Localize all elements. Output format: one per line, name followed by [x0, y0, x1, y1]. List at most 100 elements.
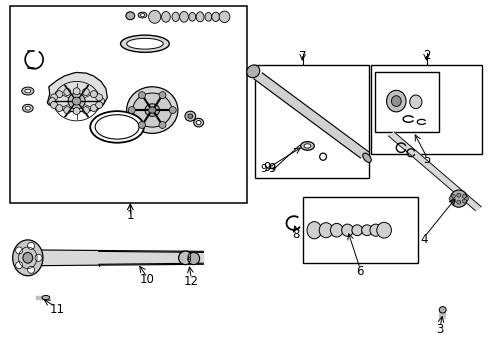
Polygon shape: [389, 132, 481, 211]
Polygon shape: [375, 72, 439, 132]
Ellipse shape: [148, 107, 156, 113]
Ellipse shape: [194, 118, 203, 127]
Ellipse shape: [162, 12, 171, 22]
Ellipse shape: [363, 153, 371, 162]
Circle shape: [98, 98, 104, 105]
Ellipse shape: [13, 240, 43, 276]
Polygon shape: [371, 65, 482, 154]
Ellipse shape: [126, 12, 135, 20]
Ellipse shape: [188, 252, 199, 265]
Circle shape: [463, 194, 466, 198]
Ellipse shape: [196, 121, 201, 125]
Polygon shape: [33, 250, 203, 266]
Circle shape: [90, 91, 98, 98]
Ellipse shape: [23, 104, 33, 112]
Ellipse shape: [140, 14, 145, 17]
Ellipse shape: [22, 87, 34, 95]
Text: 9→: 9→: [261, 164, 276, 174]
Ellipse shape: [342, 224, 353, 236]
Circle shape: [27, 242, 35, 249]
Text: 7: 7: [299, 50, 306, 63]
Ellipse shape: [126, 87, 178, 134]
Circle shape: [96, 94, 102, 101]
Ellipse shape: [189, 13, 196, 21]
Circle shape: [16, 247, 23, 254]
Ellipse shape: [188, 114, 193, 118]
Circle shape: [139, 121, 146, 129]
Ellipse shape: [307, 222, 321, 239]
Text: 5: 5: [423, 153, 430, 166]
Text: 4: 4: [421, 233, 428, 246]
Circle shape: [457, 193, 461, 197]
Text: 12: 12: [184, 275, 199, 288]
Ellipse shape: [25, 89, 31, 93]
Ellipse shape: [68, 93, 85, 109]
Ellipse shape: [188, 256, 191, 260]
Circle shape: [451, 194, 455, 198]
Circle shape: [128, 107, 135, 113]
Ellipse shape: [319, 223, 333, 238]
Circle shape: [49, 98, 56, 105]
Ellipse shape: [410, 95, 422, 109]
Ellipse shape: [304, 144, 311, 148]
Polygon shape: [254, 73, 369, 158]
Ellipse shape: [90, 111, 144, 143]
Ellipse shape: [121, 35, 170, 52]
Ellipse shape: [205, 13, 212, 21]
Ellipse shape: [188, 254, 191, 257]
Circle shape: [50, 94, 57, 101]
Ellipse shape: [439, 307, 446, 313]
Ellipse shape: [352, 225, 363, 235]
Ellipse shape: [180, 12, 188, 22]
Polygon shape: [36, 296, 44, 299]
Text: 9: 9: [269, 162, 276, 175]
Ellipse shape: [133, 93, 172, 127]
Ellipse shape: [25, 107, 30, 110]
Ellipse shape: [138, 12, 147, 18]
Ellipse shape: [148, 10, 161, 23]
Ellipse shape: [126, 39, 163, 49]
Text: 1: 1: [126, 210, 134, 222]
Ellipse shape: [301, 141, 314, 150]
Circle shape: [159, 121, 166, 129]
Circle shape: [90, 105, 98, 112]
Polygon shape: [439, 310, 445, 318]
Circle shape: [82, 107, 90, 114]
Text: 9: 9: [263, 161, 270, 174]
Ellipse shape: [377, 222, 392, 238]
Ellipse shape: [72, 97, 81, 105]
Circle shape: [451, 199, 455, 203]
Ellipse shape: [362, 225, 372, 235]
Polygon shape: [10, 6, 247, 203]
Circle shape: [16, 262, 23, 269]
Circle shape: [449, 197, 453, 201]
Text: 10: 10: [140, 273, 155, 286]
Polygon shape: [48, 72, 107, 112]
Text: 2: 2: [423, 49, 430, 62]
Ellipse shape: [319, 153, 326, 160]
Ellipse shape: [392, 96, 401, 107]
Circle shape: [50, 102, 57, 108]
Polygon shape: [255, 65, 369, 178]
Circle shape: [465, 197, 468, 201]
Circle shape: [96, 102, 102, 108]
Circle shape: [159, 92, 166, 99]
Ellipse shape: [330, 224, 343, 237]
Ellipse shape: [23, 252, 33, 263]
Ellipse shape: [387, 90, 406, 112]
Circle shape: [73, 88, 80, 95]
Text: 3: 3: [437, 323, 444, 336]
Text: 8: 8: [293, 228, 300, 241]
Circle shape: [64, 107, 71, 114]
Ellipse shape: [95, 115, 139, 139]
Ellipse shape: [185, 111, 196, 121]
Circle shape: [73, 108, 80, 114]
Circle shape: [64, 89, 71, 95]
Circle shape: [35, 254, 42, 261]
Polygon shape: [303, 197, 418, 263]
Circle shape: [463, 199, 466, 203]
Text: 11: 11: [49, 303, 65, 316]
Ellipse shape: [188, 258, 191, 262]
Ellipse shape: [212, 12, 220, 22]
Ellipse shape: [219, 11, 230, 23]
